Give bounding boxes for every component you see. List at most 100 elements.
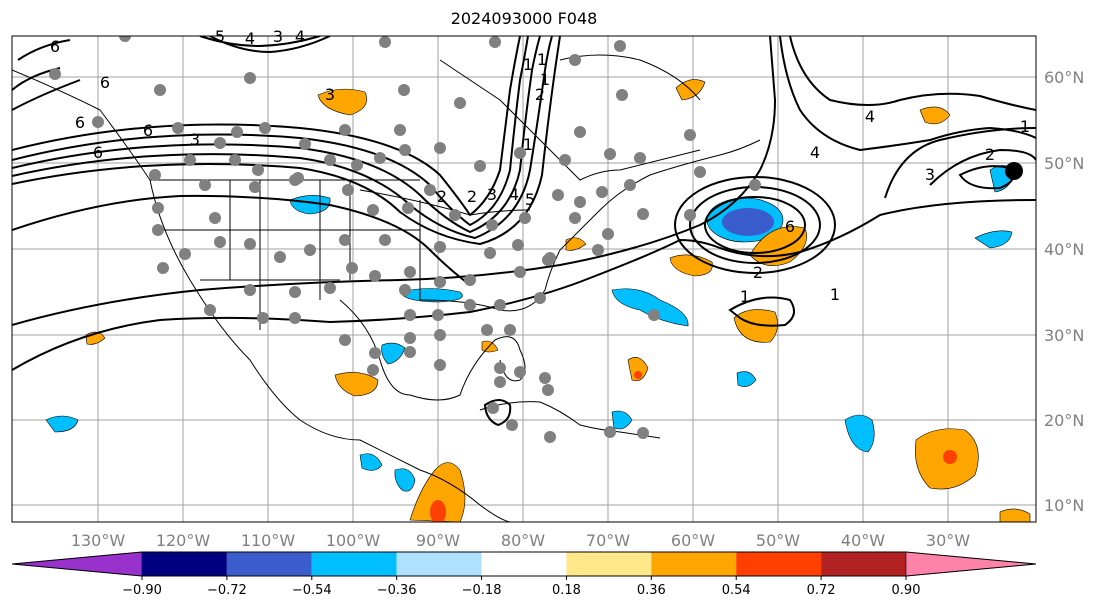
shade-red-cam <box>430 500 446 522</box>
station-dot <box>404 266 416 278</box>
lat-label: 30°N <box>1044 326 1084 345</box>
shade-blue-4 <box>611 288 689 327</box>
contour-label: 2 <box>985 145 995 164</box>
station-dot <box>369 347 381 359</box>
contour-label: 4 <box>810 143 820 162</box>
map-frame <box>11 35 1037 523</box>
station-dot <box>274 251 286 263</box>
station-dot <box>624 179 636 191</box>
lat-label: 50°N <box>1044 154 1084 173</box>
station-dot <box>324 154 336 166</box>
colorbar-bin <box>226 552 312 576</box>
station-dot <box>552 189 564 201</box>
station-dot <box>544 431 556 443</box>
lon-label: 130°W <box>71 531 126 550</box>
station-dot <box>199 179 211 191</box>
contour-label: 6 <box>100 73 110 92</box>
station-dot <box>637 208 649 220</box>
shade-blue-epac <box>394 468 416 492</box>
contour-label: 2 <box>467 187 477 206</box>
station-dot <box>487 402 499 414</box>
station-dot <box>346 262 358 274</box>
station-dot <box>484 247 496 259</box>
shade-orange-plains <box>317 88 367 116</box>
station-dot <box>434 142 446 154</box>
contour-label: 4 <box>865 107 875 126</box>
station-dot <box>154 84 166 96</box>
station-dot <box>339 334 351 346</box>
colorbar-tick-label: 0.54 <box>722 583 751 598</box>
station-dot <box>569 54 581 66</box>
shade-blue-carib2 <box>736 371 757 387</box>
station-dot <box>399 284 411 296</box>
coastlines <box>12 54 761 522</box>
station-dot <box>514 366 526 378</box>
station-dot <box>434 359 446 371</box>
station-dot <box>152 224 164 236</box>
station-dot <box>339 234 351 246</box>
lon-label: 80°W <box>501 531 545 550</box>
station-dot <box>434 241 446 253</box>
colorbar-tick-label: −0.18 <box>462 583 502 598</box>
map-title: 2024093000 F048 <box>450 9 598 28</box>
station-dot <box>616 89 628 101</box>
shade-red-east <box>943 450 957 464</box>
colorbar-bin <box>311 552 397 576</box>
station-dot <box>179 248 191 260</box>
colorbar-bin <box>481 552 567 576</box>
colorbar-tick-label: 0.36 <box>637 583 666 598</box>
longitude-labels: 130°W 120°W 110°W 100°W 90°W 80°W 70°W 60°W 50°W… <box>71 531 970 550</box>
station-dot <box>424 184 436 196</box>
station-dot <box>367 364 379 376</box>
contour-label: 1 <box>537 50 547 69</box>
station-dot <box>399 144 411 156</box>
station-dot <box>542 254 554 266</box>
colorbar-bin <box>396 552 482 576</box>
station-dot <box>434 276 446 288</box>
station-dot <box>559 154 571 166</box>
station-dot <box>534 292 546 304</box>
lat-label: 40°N <box>1044 240 1084 259</box>
shade-red-cb <box>634 371 642 379</box>
station-dot <box>592 244 604 256</box>
station-dot <box>514 266 526 278</box>
lon-label: 120°W <box>156 531 211 550</box>
station-dot <box>152 202 164 214</box>
station-dot <box>604 148 616 160</box>
station-dot <box>489 36 501 48</box>
contour-label: 2 <box>753 263 763 282</box>
shade-orange-ne <box>919 106 951 125</box>
shade-darkblue-atlantic <box>722 208 774 236</box>
station-dot <box>214 137 226 149</box>
station-dot <box>404 309 416 321</box>
shade-blue-epac2 <box>359 453 383 471</box>
station-dot <box>379 234 391 246</box>
station-dot <box>252 164 264 176</box>
station-dot <box>249 181 261 193</box>
station-dot <box>304 244 316 256</box>
station-dot <box>434 329 446 341</box>
station-dot <box>494 376 506 388</box>
shade-blue-west <box>45 415 79 433</box>
station-dot <box>229 154 241 166</box>
contour-label: 6 <box>143 121 153 140</box>
colorbar-bin <box>821 552 906 576</box>
colorbar-bin <box>651 552 737 576</box>
station-dot <box>614 40 626 52</box>
contour-label: 6 <box>50 37 60 56</box>
station-dot <box>149 169 161 181</box>
contour-label: 5 <box>525 190 535 209</box>
station-dot <box>504 324 516 336</box>
station-dot <box>512 239 524 251</box>
station-dot <box>402 202 414 214</box>
station-dot <box>289 312 301 324</box>
contour-label: 2 <box>535 85 545 104</box>
station-dot <box>49 68 61 80</box>
station-dot <box>648 309 660 321</box>
lon-label: 110°W <box>241 531 296 550</box>
station-dot <box>394 124 406 136</box>
shade-orange-ne2 <box>565 237 587 251</box>
station-dot <box>749 179 761 191</box>
